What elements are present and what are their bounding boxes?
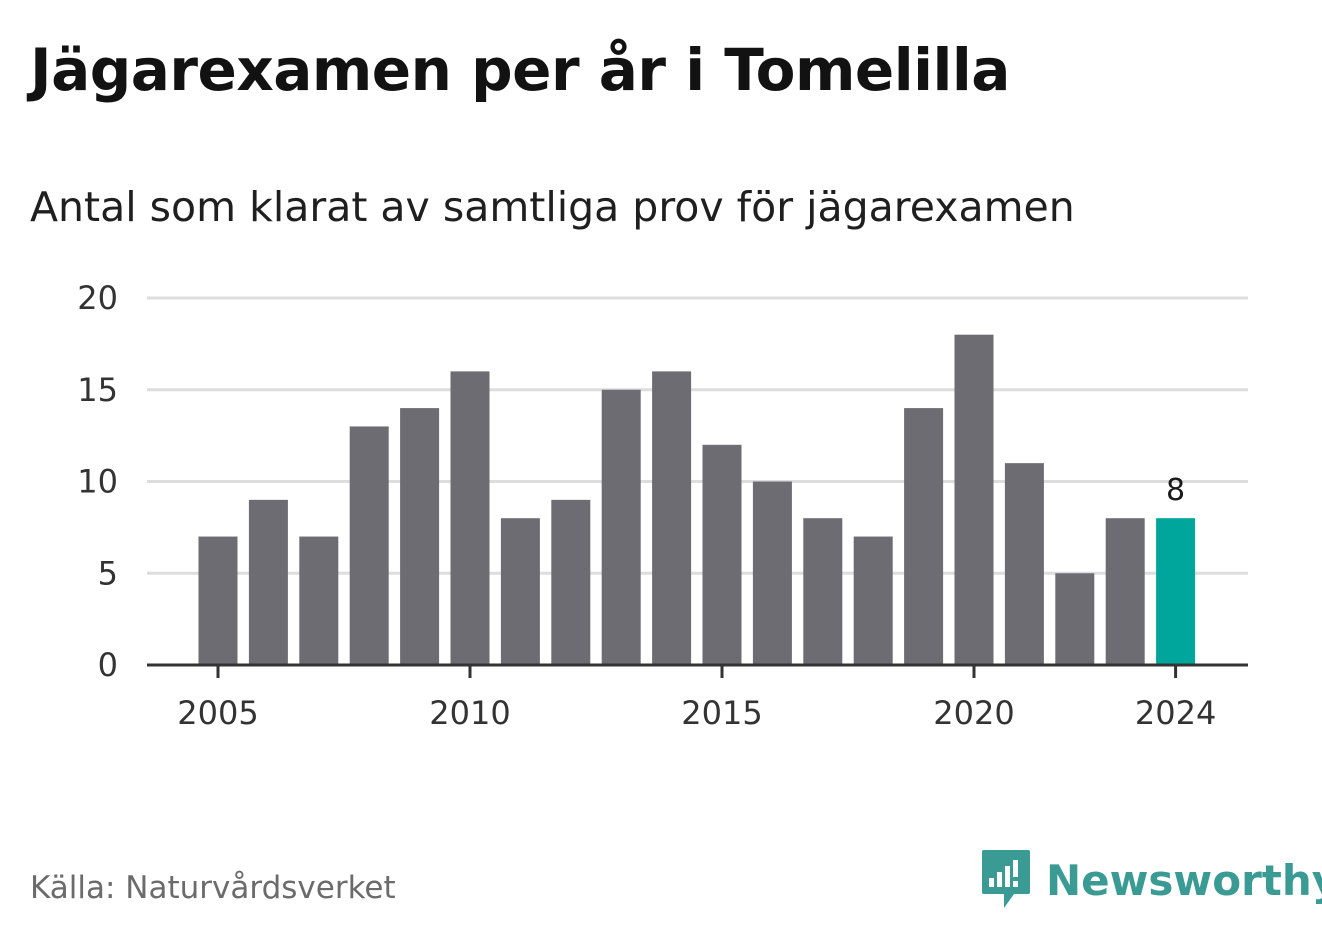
gridlines	[147, 296, 1248, 575]
bar	[1055, 573, 1095, 665]
x-tick-label: 2015	[681, 694, 762, 732]
data-label: 8	[1166, 473, 1185, 508]
bar	[601, 389, 641, 665]
chart-subtitle: Antal som klarat av samtliga prov för jä…	[30, 183, 1075, 231]
brand-logo[interactable]: Newsworthy	[980, 848, 1322, 912]
bar	[853, 536, 893, 665]
bar	[652, 371, 692, 665]
bar	[803, 518, 843, 665]
y-tick-label: 10	[77, 463, 118, 501]
y-tick-label: 0	[98, 646, 118, 684]
source-note: Källa: Naturvårdsverket	[30, 870, 396, 906]
bar	[752, 481, 792, 665]
bar	[551, 499, 591, 665]
x-axis-ticks	[216, 665, 1178, 678]
brand-name: Newsworthy	[1046, 855, 1322, 905]
x-tick-label: 2005	[177, 694, 258, 732]
bar	[1156, 518, 1196, 665]
bar	[198, 536, 238, 665]
bar	[500, 518, 540, 665]
bar-chart: 0 5 10 15 20 2005 2010 2015 2020 2024 8	[77, 279, 1248, 732]
y-tick-label: 15	[77, 371, 118, 409]
y-tick-label: 5	[98, 554, 118, 592]
bars	[198, 334, 1196, 665]
x-tick-label: 2024	[1135, 694, 1216, 732]
x-tick-label: 2020	[933, 694, 1014, 732]
x-axis-labels: 2005 2010 2015 2020 2024	[177, 694, 1216, 732]
bar	[904, 408, 944, 665]
bar	[299, 536, 339, 665]
bar	[450, 371, 490, 665]
data-labels: 8	[1166, 473, 1185, 508]
bar	[1105, 518, 1145, 665]
bar	[702, 444, 742, 665]
x-tick-label: 2010	[429, 694, 510, 732]
bar	[400, 408, 440, 665]
bar	[349, 426, 389, 665]
y-axis-labels: 0 5 10 15 20	[77, 279, 118, 684]
chart-title: Jägarexamen per år i Tomelilla	[30, 36, 1010, 104]
bar	[248, 499, 288, 665]
newsworthy-logo-icon	[982, 850, 1030, 908]
bar	[1004, 463, 1044, 665]
y-tick-label: 20	[77, 279, 118, 317]
bar	[954, 334, 994, 665]
